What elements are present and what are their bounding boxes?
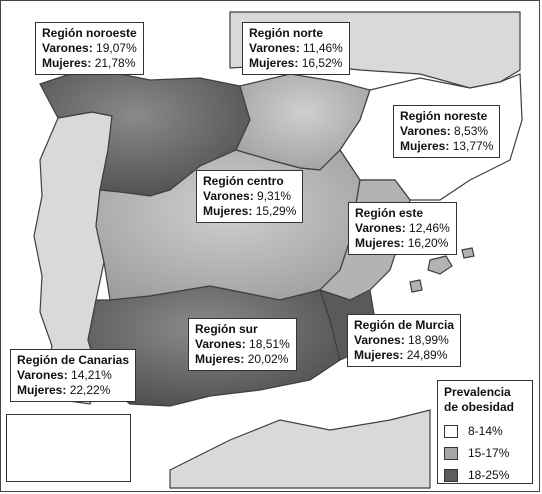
label-noroeste: Región noroeste Varones: 19,07% Mujeres:… [35, 22, 144, 75]
label-este-title: Región este [355, 206, 424, 220]
legend-item-label: 15-17% [468, 446, 510, 460]
legend: Prevalencia de obesidad 8-14% 15-17% 18-… [437, 380, 533, 484]
centro-varones: 9,31% [257, 189, 292, 203]
label-centro-title: Región centro [203, 174, 284, 188]
label-murcia: Región de Murcia Varones: 18,99% Mujeres… [347, 314, 462, 367]
balearic-islands-shape [409, 247, 475, 293]
legend-swatch [444, 468, 458, 482]
noreste-mujeres: 13,77% [452, 139, 494, 153]
label-murcia-title: Región de Murcia [354, 318, 455, 332]
label-noreste: Región noreste Varones: 8,53% Mujeres: 1… [393, 105, 501, 158]
legend-item-label: 8-14% [468, 424, 503, 438]
label-canarias-title: Región de Canarias [17, 353, 130, 367]
legend-item: 8-14% [444, 421, 526, 441]
este-varones: 12,46% [409, 221, 450, 235]
canarias-varones: 14,21% [71, 368, 112, 382]
legend-swatch [444, 424, 458, 438]
legend-item: 15-17% [444, 443, 526, 463]
label-este: Región este Varones: 12,46% Mujeres: 16,… [348, 202, 457, 255]
label-sur-title: Región sur [195, 322, 258, 336]
label-norte: Región norte Varones: 11,46% Mujeres: 16… [242, 22, 350, 75]
murcia-mujeres: 24,89% [406, 348, 448, 362]
label-canarias: Región de Canarias Varones: 14,21% Mujer… [10, 349, 137, 402]
noreste-varones: 8,53% [454, 124, 489, 138]
label-centro: Región centro Varones: 9,31% Mujeres: 15… [196, 170, 304, 223]
este-mujeres: 16,20% [407, 236, 449, 250]
label-noreste-title: Región noreste [400, 109, 488, 123]
centro-mujeres: 15,29% [255, 204, 297, 218]
legend-swatch [444, 446, 458, 460]
norte-varones: 11,46% [303, 41, 343, 55]
noroeste-varones: 19,07% [96, 41, 137, 55]
legend-title: Prevalencia de obesidad [444, 385, 515, 414]
norte-mujeres: 16,52% [301, 56, 343, 70]
label-noroeste-title: Región noroeste [42, 26, 137, 40]
murcia-varones: 18,99% [408, 333, 449, 347]
legend-item: 18-25% [444, 465, 526, 485]
canarias-mujeres: 22,22% [69, 383, 111, 397]
label-norte-title: Región norte [249, 26, 323, 40]
label-sur: Región sur Varones: 18,51% Mujeres: 20,0… [188, 318, 297, 371]
noroeste-mujeres: 21,78% [94, 56, 136, 70]
africa-shape [169, 409, 431, 489]
sur-mujeres: 20,02% [247, 352, 289, 366]
legend-item-label: 18-25% [468, 468, 510, 482]
canary-inset-box [6, 414, 131, 482]
sur-varones: 18,51% [249, 337, 290, 351]
